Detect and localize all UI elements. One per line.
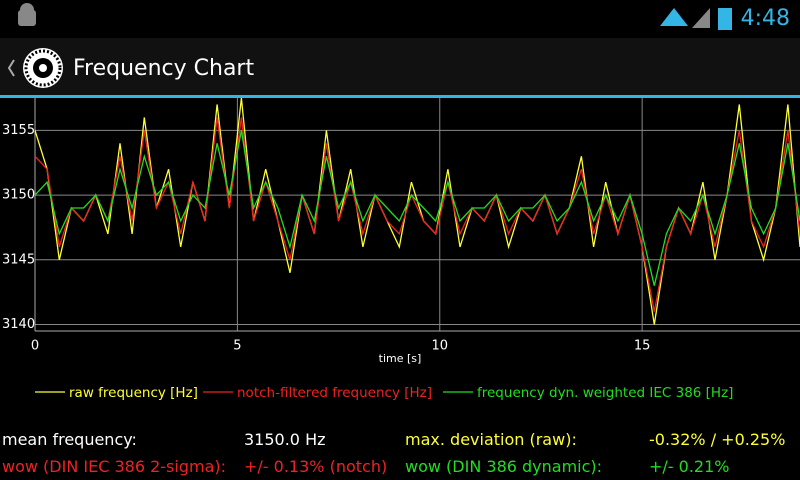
back-chevron[interactable]	[7, 59, 15, 77]
clock: 4:48	[741, 6, 790, 31]
x-axis-label: time [s]	[379, 352, 422, 365]
series-line	[34, 97, 800, 325]
stat-label: wow (DIN IEC 386 2-sigma):	[2, 457, 227, 476]
stat-label: wow (DIN 386 dynamic):	[405, 457, 603, 476]
x-tick-label: 5	[233, 339, 241, 354]
stat-label: mean frequency:	[2, 430, 137, 449]
stat-value: +/- 0.13% (notch)	[244, 457, 388, 476]
battery-icon	[718, 8, 732, 30]
series-line	[34, 117, 800, 312]
stat-value: +/- 0.21%	[649, 457, 730, 476]
x-tick-label: 10	[431, 339, 448, 354]
legend-label: raw frequency [Hz]	[69, 385, 198, 401]
action-bar-divider	[0, 95, 800, 98]
y-tick-label: 3155	[2, 123, 35, 138]
signal-icon	[692, 8, 710, 28]
stat-value: 3150.0 Hz	[244, 430, 326, 449]
legend-label: notch-filtered frequency [Hz]	[237, 385, 432, 401]
app-title: Frequency Chart	[73, 56, 254, 81]
x-tick-label: 0	[31, 339, 39, 354]
stat-label: max. deviation (raw):	[405, 430, 577, 449]
y-tick-label: 3140	[2, 317, 35, 332]
series-line	[34, 130, 800, 286]
action-bar	[0, 38, 800, 95]
android-icon	[18, 3, 36, 26]
plot: 3140 3145 3150 3155 0 5 10 15 time [s] raw freque…	[2, 97, 800, 401]
wifi-icon	[660, 8, 688, 26]
x-tick-label: 15	[634, 339, 651, 354]
y-tick-label: 3150	[2, 188, 35, 203]
app-icon[interactable]	[23, 48, 63, 88]
stat-value: -0.32% / +0.25%	[649, 430, 786, 449]
legend-label: frequency dyn. weighted IEC 386 [Hz]	[477, 385, 733, 401]
y-tick-label: 3145	[2, 252, 35, 267]
